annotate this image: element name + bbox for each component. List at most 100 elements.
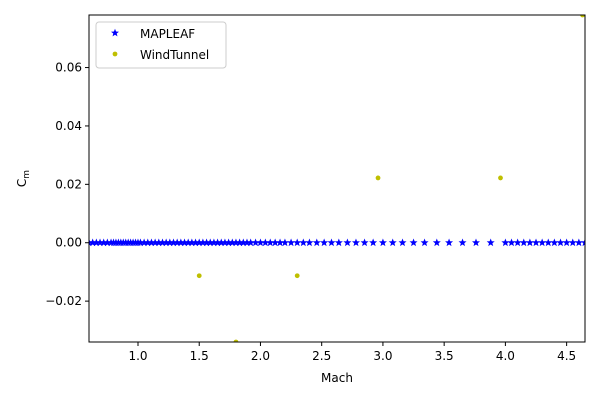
data-point-mapleaf: [143, 238, 152, 247]
data-point-mapleaf: [369, 238, 378, 247]
data-point-mapleaf: [92, 238, 101, 247]
data-point-mapleaf: [198, 238, 207, 247]
data-point-mapleaf: [581, 238, 585, 247]
data-point-mapleaf: [256, 238, 265, 247]
data-point-mapleaf: [293, 238, 302, 247]
plot-frame: [88, 14, 586, 343]
data-point-mapleaf: [242, 238, 251, 247]
y-tick-label: 0.04: [55, 119, 82, 133]
x-tick-label: 2.0: [251, 349, 270, 363]
data-point-mapleaf: [261, 238, 270, 247]
data-point-mapleaf: [195, 238, 204, 247]
x-axis-label: Mach: [321, 371, 353, 385]
data-point-mapleaf: [507, 238, 516, 247]
data-point-mapleaf: [96, 238, 105, 247]
data-point-mapleaf: [550, 238, 559, 247]
y-tick-label: 0.06: [55, 61, 82, 75]
data-point-mapleaf: [562, 238, 571, 247]
data-point-mapleaf: [409, 238, 418, 247]
data-point-mapleaf: [220, 238, 229, 247]
axis-ticks: 1.0 1.5 2.0 2.5 3.0 3.5 4.0 4.5 −0.02 0.00 0.02 0.0…: [45, 61, 576, 363]
data-point-mapleaf: [266, 238, 275, 247]
data-point-mapleaf: [140, 238, 149, 247]
data-point-mapleaf: [228, 238, 237, 247]
data-point-mapleaf: [169, 238, 178, 247]
data-point-mapleaf: [525, 238, 534, 247]
data-point-mapleaf: [334, 238, 343, 247]
data-point-mapleaf: [519, 238, 528, 247]
data-point-mapleaf: [162, 238, 171, 247]
data-point-mapleaf: [224, 238, 233, 247]
legend-marker-mapleaf: [111, 28, 119, 37]
data-point-mapleaf: [280, 238, 289, 247]
data-point-mapleaf: [231, 238, 240, 247]
data-point-mapleaf: [299, 238, 308, 247]
data-point-mapleaf: [184, 238, 193, 247]
data-point-mapleaf: [398, 238, 407, 247]
x-tick-label: 4.0: [496, 349, 515, 363]
legend-swatch-mapleaf: [111, 28, 119, 37]
data-point-windtunnel: [498, 175, 503, 181]
data-point-mapleaf: [206, 238, 215, 247]
data-point-mapleaf: [165, 238, 174, 247]
data-point-mapleaf: [89, 238, 97, 247]
data-points: [89, 15, 585, 342]
series-windtunnel: [196, 15, 585, 342]
x-tick-label: 3.5: [435, 349, 454, 363]
x-tick-label: 2.5: [312, 349, 331, 363]
legend-label-mapleaf: MAPLEAF: [140, 27, 195, 41]
data-point-mapleaf: [538, 238, 547, 247]
data-point-mapleaf: [343, 238, 352, 247]
data-point-mapleaf: [312, 238, 321, 247]
legend-label-windtunnel: WindTunnel: [140, 48, 209, 62]
data-point-mapleaf: [136, 238, 145, 247]
data-point-windtunnel: [375, 175, 381, 181]
data-point-mapleaf: [99, 238, 108, 247]
data-point-mapleaf: [217, 238, 226, 247]
data-point-mapleaf: [486, 238, 495, 247]
data-point-mapleaf: [151, 238, 160, 247]
data-point-mapleaf: [327, 238, 336, 247]
data-point-mapleaf: [213, 238, 222, 247]
data-point-mapleaf: [420, 238, 429, 247]
data-point-mapleaf: [235, 238, 244, 247]
data-point-mapleaf: [513, 238, 522, 247]
data-point-windtunnel: [294, 273, 300, 279]
data-point-mapleaf: [271, 238, 280, 247]
data-point-windtunnel: [580, 15, 585, 18]
y-tick-label: 0.00: [55, 236, 82, 250]
data-point-mapleaf: [388, 238, 397, 247]
data-point-mapleaf: [103, 238, 112, 247]
data-point-mapleaf: [532, 238, 541, 247]
data-point-mapleaf: [432, 238, 441, 247]
data-point-windtunnel: [196, 273, 202, 279]
legend-box: [95, 21, 227, 69]
data-point-mapleaf: [568, 238, 577, 247]
data-point-mapleaf: [501, 238, 510, 247]
x-tick-label: 3.0: [373, 349, 392, 363]
data-point-mapleaf: [360, 238, 369, 247]
data-point-windtunnel: [233, 339, 239, 342]
data-point-mapleaf: [445, 238, 454, 247]
data-point-mapleaf: [173, 238, 182, 247]
x-tick-label: 4.5: [557, 349, 576, 363]
y-axis-label-subscript: m: [22, 170, 32, 179]
x-tick-label: 1.0: [128, 349, 147, 363]
data-point-mapleaf: [574, 238, 583, 247]
data-point-mapleaf: [287, 238, 296, 247]
data-point-mapleaf: [378, 238, 387, 247]
data-point-mapleaf: [351, 238, 360, 247]
data-point-mapleaf: [158, 238, 167, 247]
data-point-mapleaf: [320, 238, 329, 247]
data-point-mapleaf: [191, 238, 200, 247]
y-tick-label: −0.02: [45, 294, 82, 308]
data-point-mapleaf: [305, 238, 314, 247]
data-point-mapleaf: [147, 238, 156, 247]
y-axis-label: Cm: [15, 170, 32, 187]
y-axis-label-main: C: [15, 179, 29, 187]
legend-marker-windtunnel: [112, 51, 118, 57]
data-point-mapleaf: [209, 238, 218, 247]
data-point-mapleaf: [180, 238, 189, 247]
